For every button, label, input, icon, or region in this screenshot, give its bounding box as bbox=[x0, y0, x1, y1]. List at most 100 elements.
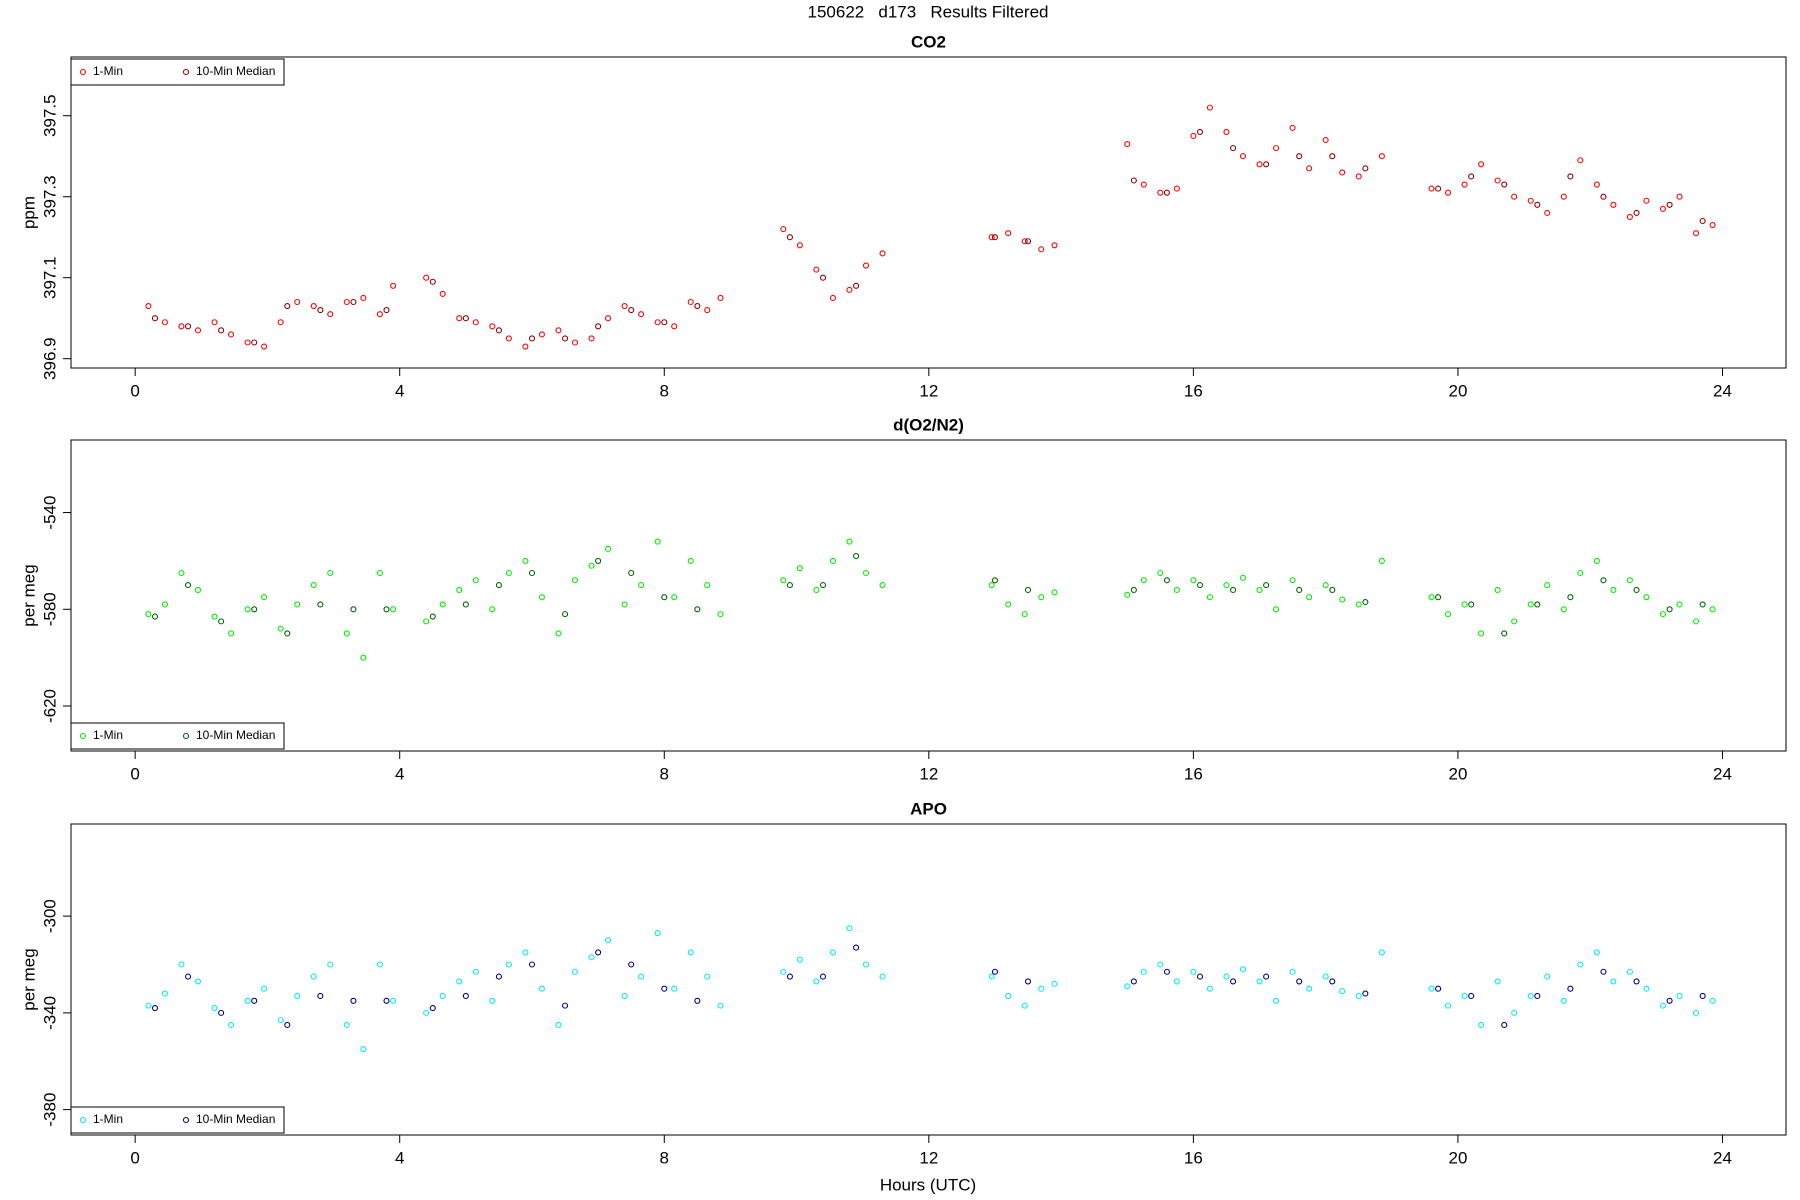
point bbox=[1355, 601, 1362, 608]
legend-label: 1-Min bbox=[93, 64, 123, 78]
legend-label: 1-Min bbox=[93, 1112, 123, 1126]
point bbox=[1693, 618, 1700, 625]
point bbox=[505, 335, 512, 342]
point bbox=[555, 630, 562, 637]
legend-marker bbox=[182, 1116, 190, 1124]
point bbox=[661, 594, 668, 601]
point bbox=[294, 601, 301, 608]
point bbox=[1140, 968, 1147, 975]
x-tick-label: 0 bbox=[130, 764, 139, 783]
point bbox=[1560, 193, 1567, 200]
point bbox=[879, 582, 886, 589]
point bbox=[1478, 1021, 1485, 1029]
point bbox=[1659, 1002, 1667, 1009]
point bbox=[462, 992, 469, 999]
point bbox=[1196, 973, 1204, 980]
y-tick-label: -540 bbox=[40, 496, 59, 530]
point bbox=[786, 234, 793, 241]
point bbox=[654, 930, 661, 937]
point bbox=[538, 594, 545, 601]
point bbox=[456, 586, 463, 593]
point bbox=[1130, 978, 1137, 985]
point bbox=[1263, 582, 1270, 589]
point bbox=[704, 973, 711, 980]
point bbox=[1051, 242, 1058, 249]
point bbox=[1478, 630, 1485, 637]
point bbox=[522, 949, 529, 956]
point bbox=[1676, 601, 1683, 608]
point bbox=[343, 298, 350, 306]
point bbox=[1124, 141, 1131, 148]
panel-title: APO bbox=[910, 799, 947, 818]
point bbox=[528, 335, 536, 342]
point bbox=[439, 992, 446, 999]
x-tick-label: 20 bbox=[1448, 381, 1467, 400]
point bbox=[390, 282, 397, 289]
point bbox=[462, 315, 469, 322]
legend-label: 1-Min bbox=[93, 728, 123, 742]
point bbox=[1643, 197, 1650, 204]
point bbox=[161, 319, 168, 326]
point bbox=[360, 654, 367, 661]
legend-box bbox=[70, 58, 285, 86]
point bbox=[780, 226, 787, 233]
point bbox=[846, 538, 853, 545]
point bbox=[1339, 169, 1346, 176]
point bbox=[1355, 992, 1362, 999]
point bbox=[1600, 577, 1607, 584]
x-tick-label: 12 bbox=[919, 381, 938, 400]
point bbox=[261, 985, 268, 992]
point bbox=[1296, 586, 1303, 593]
point bbox=[1051, 980, 1058, 987]
point bbox=[1593, 181, 1600, 188]
point bbox=[472, 968, 479, 975]
point bbox=[671, 985, 678, 992]
point bbox=[194, 978, 202, 985]
point bbox=[1157, 569, 1164, 577]
point bbox=[588, 335, 595, 342]
point bbox=[829, 949, 836, 956]
point bbox=[1190, 132, 1197, 140]
point bbox=[671, 323, 678, 330]
figure-title: 150622 d173 Results Filtered bbox=[808, 2, 1049, 21]
plot-frame bbox=[70, 439, 1787, 752]
point bbox=[621, 992, 628, 999]
point bbox=[571, 339, 579, 346]
point bbox=[1024, 238, 1032, 245]
point bbox=[796, 242, 803, 249]
point bbox=[1230, 145, 1237, 152]
point bbox=[571, 968, 579, 975]
point bbox=[1494, 177, 1501, 184]
point bbox=[423, 1009, 430, 1016]
point bbox=[1593, 557, 1600, 564]
point bbox=[595, 949, 602, 956]
point bbox=[1051, 589, 1058, 596]
point bbox=[1693, 1009, 1700, 1016]
point bbox=[1322, 973, 1329, 980]
point bbox=[1378, 153, 1385, 160]
point bbox=[879, 250, 886, 257]
point bbox=[1699, 992, 1706, 999]
point bbox=[1444, 189, 1452, 196]
point bbox=[1633, 978, 1640, 985]
point bbox=[846, 286, 853, 293]
point bbox=[211, 613, 218, 620]
point bbox=[1273, 606, 1280, 613]
point bbox=[211, 319, 218, 326]
point bbox=[1676, 193, 1683, 200]
point bbox=[178, 323, 185, 330]
point bbox=[1140, 181, 1147, 188]
point bbox=[1659, 611, 1667, 618]
x-tick-label: 8 bbox=[660, 1148, 669, 1167]
point bbox=[853, 282, 860, 289]
point bbox=[846, 925, 853, 932]
point bbox=[284, 1021, 291, 1029]
point bbox=[528, 569, 536, 577]
point bbox=[1461, 601, 1468, 608]
point bbox=[1378, 557, 1385, 564]
point bbox=[294, 298, 301, 306]
x-tick-label: 16 bbox=[1184, 764, 1203, 783]
point bbox=[1428, 594, 1435, 601]
point bbox=[161, 990, 168, 997]
y-tick-label: -380 bbox=[40, 1093, 59, 1127]
